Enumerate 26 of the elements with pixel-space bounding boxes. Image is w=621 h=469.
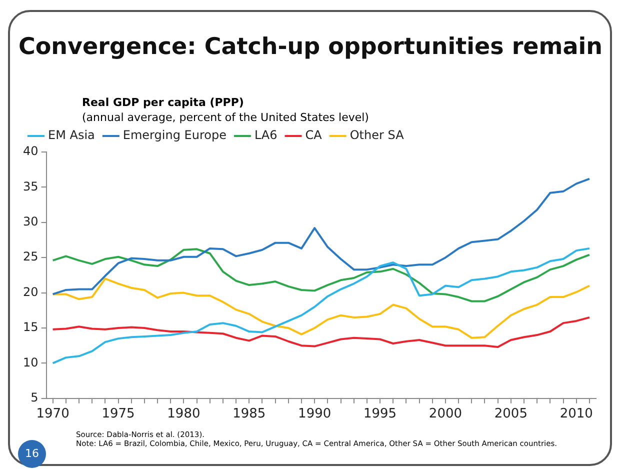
legend-label: LA6 [254, 128, 278, 142]
legend-label: EM Asia [48, 128, 95, 142]
y-tick-label: 20 [22, 284, 38, 299]
y-tick-label: 30 [22, 214, 38, 229]
x-tick-label: 1995 [363, 406, 397, 422]
y-tick-label: 15 [22, 320, 38, 334]
legend-label: Other SA [350, 128, 405, 142]
y-tick-label: 40 [22, 144, 38, 158]
legend-label: CA [305, 128, 323, 142]
y-tick-label: 25 [22, 250, 38, 264]
y-tick-label: 35 [22, 179, 38, 194]
x-tick-label: 1975 [102, 406, 135, 422]
x-tick-label: 1970 [36, 406, 70, 422]
x-tick-label: 2000 [428, 406, 462, 422]
x-tick-label: 1985 [232, 406, 266, 422]
x-tick-label: 2005 [494, 406, 528, 422]
y-axis-title: (annual average, percent of the United States level) [82, 111, 369, 124]
chart-title: Convergence: Catch-up opportunities remain [17, 34, 604, 60]
y-tick-label: 5 [30, 390, 38, 405]
legend-label: Emerging Europe [122, 128, 226, 142]
x-tick-label: 1980 [167, 406, 200, 422]
text: 16 [18, 440, 46, 468]
y-tick-label: 10 [22, 355, 38, 370]
x-tick-label: 1990 [298, 406, 332, 422]
chart-subtitle: Real GDP per capita (PPP) [82, 96, 244, 109]
x-tick-label: 2010 [560, 406, 593, 422]
